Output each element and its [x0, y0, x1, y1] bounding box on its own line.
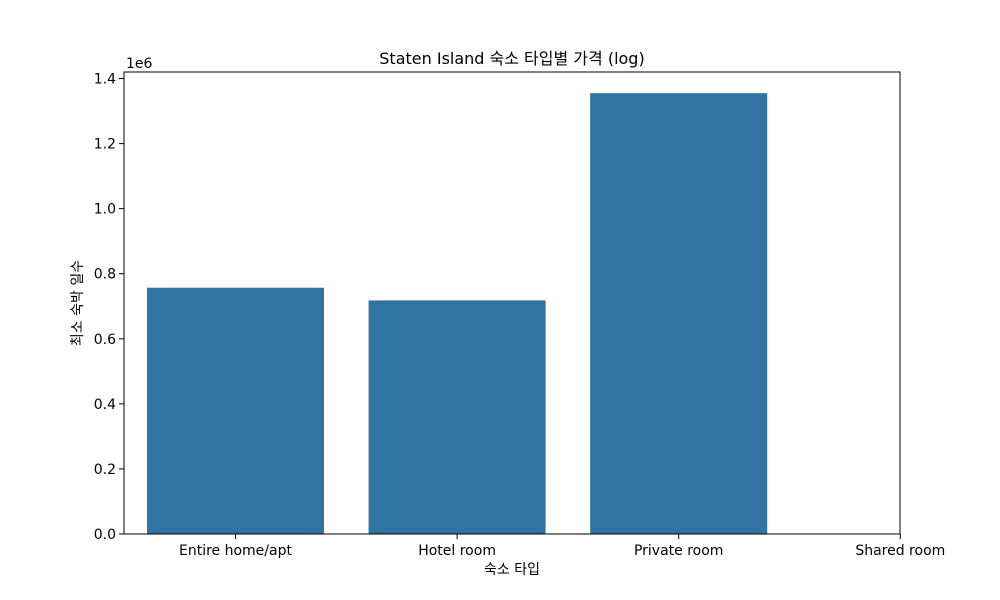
- x-tick-label-0: Entire home/apt: [179, 543, 292, 559]
- x-tick-label-2: Private room: [634, 543, 723, 559]
- y-tick-label-2: 0.4: [94, 397, 116, 413]
- y-tick-label-7: 1.4: [94, 72, 116, 88]
- bar-0: [147, 287, 324, 534]
- y-tick-label-0: 0.0: [94, 527, 116, 543]
- bar-2: [590, 93, 768, 534]
- y-offset-label: 1e6: [126, 56, 153, 72]
- y-tick-label-1: 0.2: [94, 462, 116, 478]
- bars-layer: [147, 93, 768, 534]
- axes-layer: 0.0 0.2 0.4 0.6 0.8 1.0 1.2 1.4 Entire home/apt H…: [94, 71, 945, 559]
- y-tick-label-3: 0.6: [94, 332, 116, 348]
- plot-frame: [123, 71, 901, 535]
- bar-1: [368, 300, 546, 534]
- y-tick-label-4: 0.8: [94, 267, 116, 283]
- y-tick-label-5: 1.0: [94, 202, 116, 218]
- y-tick-label-6: 1.2: [94, 137, 116, 153]
- x-tick-label-3: Shared room: [855, 543, 945, 559]
- x-tick-label-1: Hotel room: [418, 543, 496, 559]
- y-axis-title: 최소 숙박 일수: [70, 260, 86, 346]
- chart-title: Staten Island 숙소 타입별 가격 (log): [379, 49, 644, 68]
- x-axis-title: 숙소 타입: [484, 562, 540, 578]
